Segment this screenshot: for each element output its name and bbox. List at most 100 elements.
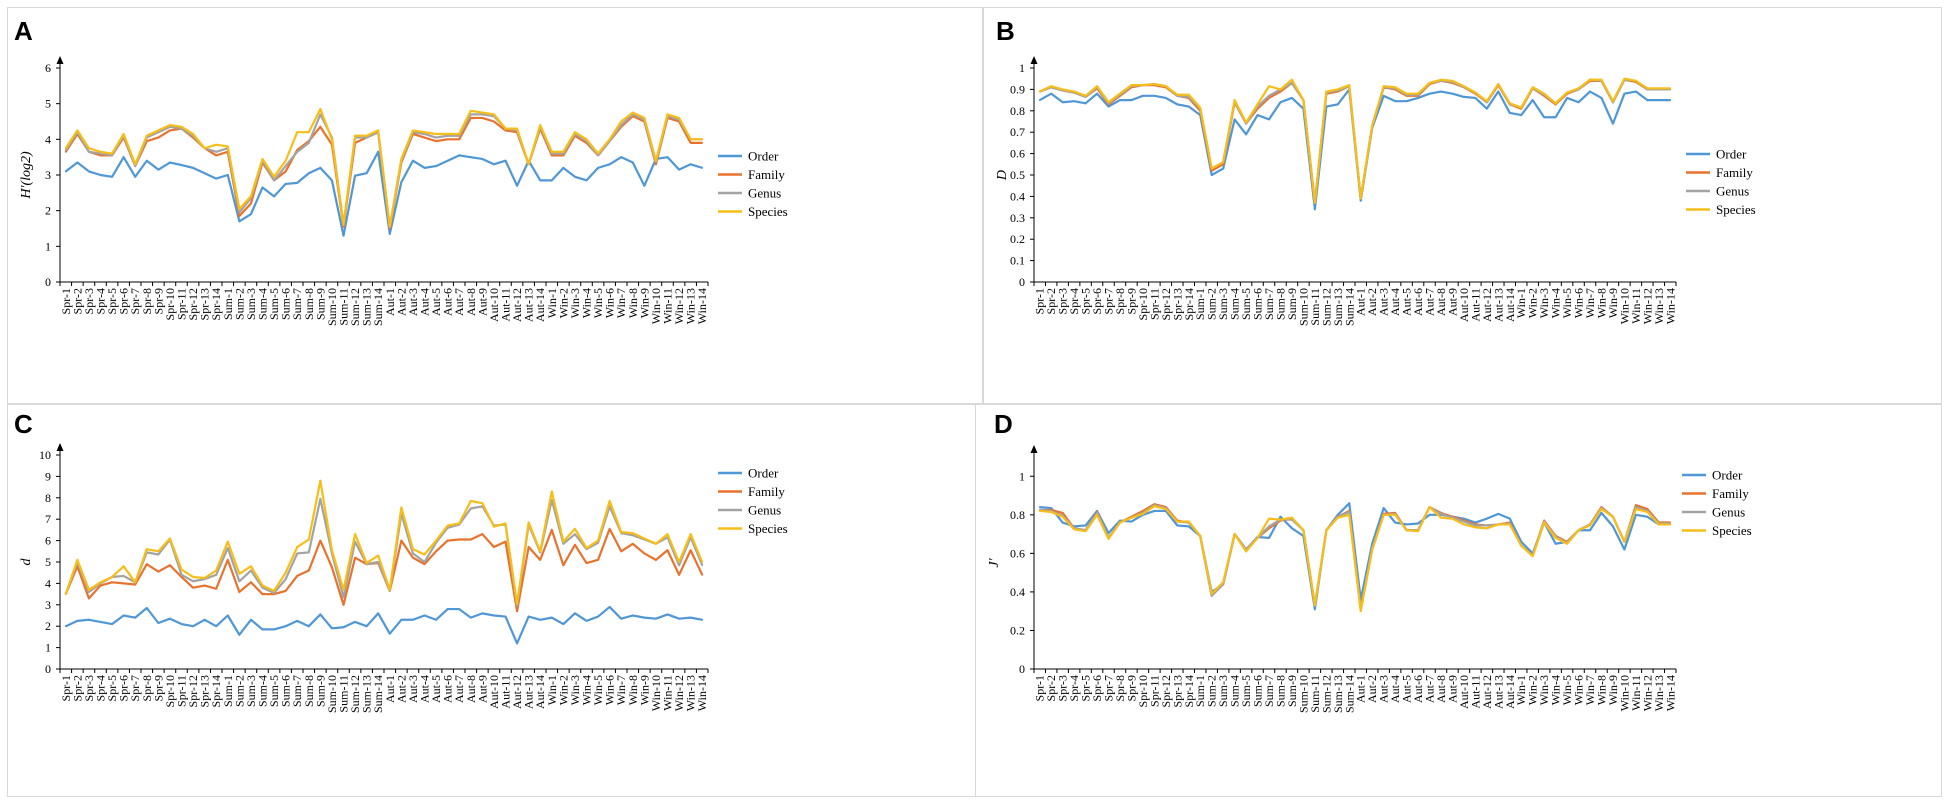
- data-point: [539, 179, 542, 182]
- x-tick-label: Win-12: [672, 288, 686, 324]
- x-tick-label: Spr-13: [1170, 675, 1184, 707]
- data-point: [319, 108, 322, 110]
- x-tick-label: Spr-3: [1056, 288, 1070, 314]
- data-point: [666, 156, 669, 159]
- y-tick-label: 0.2: [1010, 232, 1025, 246]
- x-tick-label: Sum-12: [348, 288, 362, 326]
- data-point: [1646, 511, 1649, 513]
- data-point: [666, 533, 669, 536]
- data-point: [331, 138, 333, 141]
- x-tick-label: Win-13: [1652, 675, 1666, 711]
- x-tick-label: Aut-13: [1491, 288, 1505, 322]
- data-point: [1600, 78, 1603, 81]
- data-point: [157, 129, 160, 132]
- data-point: [655, 163, 657, 166]
- data-point: [423, 563, 426, 566]
- x-tick-label: Aut-6: [1411, 675, 1425, 703]
- series-points-species: [64, 108, 704, 228]
- x-tick-label: Sum-9: [313, 675, 327, 707]
- data-point: [1061, 88, 1064, 91]
- data-point: [423, 614, 426, 617]
- x-tick-label: Aut-1: [383, 288, 397, 316]
- legend-label-order: Order: [748, 466, 779, 481]
- x-tick-label: Win-4: [580, 288, 594, 318]
- x-tick-label: Aut-11: [1468, 675, 1482, 709]
- data-point: [342, 234, 345, 237]
- data-point: [1577, 529, 1580, 532]
- y-tick-label: 0.8: [1010, 104, 1025, 118]
- data-point: [226, 558, 229, 561]
- data-point: [1589, 524, 1591, 527]
- data-point: [527, 163, 530, 166]
- data-point: [446, 138, 449, 141]
- x-tick-label: Spr-8: [1113, 675, 1127, 701]
- x-tick-label: Sum-4: [1228, 288, 1242, 320]
- data-point: [678, 617, 680, 620]
- data-point: [1508, 102, 1511, 105]
- x-tick-label: Aut-5: [429, 288, 443, 316]
- x-tick-label: Sum-2: [1205, 675, 1219, 707]
- data-point: [307, 625, 310, 628]
- x-tick-label: Sum-6: [279, 288, 293, 320]
- data-point: [1669, 99, 1672, 101]
- data-point: [169, 537, 171, 540]
- y-tick-label: 1: [45, 239, 51, 253]
- y-tick-label: 0.5: [1010, 168, 1025, 182]
- x-tick-label: Win-10: [1617, 288, 1631, 324]
- data-point: [145, 607, 148, 609]
- data-point: [423, 136, 426, 139]
- data-point: [1485, 517, 1488, 520]
- data-point: [1359, 610, 1362, 613]
- data-point: [493, 163, 495, 166]
- x-tick-label: Sum-9: [313, 288, 327, 320]
- data-point: [1417, 522, 1419, 525]
- x-tick-label: Spr-12: [1159, 675, 1173, 707]
- data-point: [562, 540, 565, 543]
- x-tick-label: Sum-11: [1308, 288, 1322, 326]
- x-tick-label: Spr-9: [1124, 288, 1138, 314]
- data-point: [192, 576, 194, 578]
- data-point: [111, 175, 113, 178]
- data-point: [134, 581, 137, 584]
- data-point: [574, 131, 576, 134]
- x-tick-label: Win-9: [1606, 288, 1620, 318]
- data-point: [1566, 91, 1568, 94]
- data-point: [296, 552, 299, 555]
- data-point: [562, 166, 565, 169]
- data-point: [689, 142, 692, 144]
- legend-label-genus: Genus: [1712, 505, 1745, 520]
- x-tick-label: Aut-4: [1388, 675, 1402, 703]
- data-point: [134, 583, 137, 586]
- data-point: [111, 154, 113, 157]
- data-point: [1451, 79, 1454, 82]
- data-point: [169, 129, 171, 132]
- data-point: [1130, 516, 1133, 519]
- data-point: [365, 562, 368, 564]
- data-point: [1646, 99, 1649, 101]
- y-tick-label: 3: [45, 598, 51, 612]
- data-point: [701, 138, 704, 141]
- x-tick-label: Win-7: [614, 675, 628, 705]
- data-point: [1119, 521, 1121, 524]
- data-point: [689, 616, 692, 619]
- x-tick-label: Win-5: [1560, 675, 1574, 705]
- x-tick-label: Win-14: [695, 675, 709, 711]
- data-point: [226, 145, 229, 148]
- data-point: [307, 172, 310, 175]
- data-point: [1485, 107, 1488, 110]
- y-tick-label: 0: [45, 662, 51, 676]
- data-point: [342, 603, 345, 606]
- data-point: [446, 539, 449, 542]
- data-point: [145, 159, 148, 162]
- data-point: [307, 131, 310, 134]
- data-point: [574, 612, 576, 615]
- data-point: [1187, 93, 1190, 96]
- x-tick-label: Win-12: [1640, 288, 1654, 324]
- data-point: [261, 628, 264, 631]
- data-point: [226, 614, 229, 617]
- data-point: [550, 150, 553, 153]
- data-point: [620, 550, 623, 553]
- x-tick-label: Sum-13: [1331, 675, 1345, 713]
- data-point: [99, 152, 102, 155]
- x-tick-label: Sum-1: [221, 288, 235, 320]
